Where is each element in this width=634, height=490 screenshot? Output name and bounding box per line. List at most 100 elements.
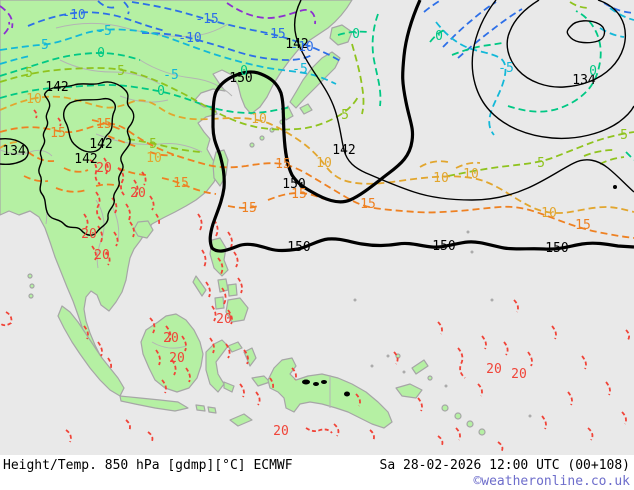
temperature-contour-label: 5 [149,137,157,152]
isotherm-0 [507,10,602,113]
island-java [119,395,189,412]
island-new-ireland [411,359,429,375]
temperature-contour-label: 0 [589,64,597,79]
isotherm-blue-seg [97,0,634,15]
isotherm-purple [226,2,317,25]
temperature-contour-label: 5 [537,156,545,171]
isotherm-5 [351,43,365,115]
temperature-contour-label: 5 [25,66,33,81]
isotherm-purple [0,5,14,35]
temperature-contour-label: 10 [433,171,449,186]
temperature-contour-label: 5 [117,64,125,79]
temperature-contour-label: -5 [33,38,49,53]
isotherm-green-seg [569,1,625,165]
island-borneo [140,313,204,393]
contour-134-west [0,137,29,166]
contour-138-ring [471,0,634,140]
temperature-contour-label: -10 [290,40,313,55]
height-contour-label: 134 [2,144,26,159]
temperature-contour-label: 15 [173,176,189,191]
temperature-contour-label: 15 [50,126,66,141]
temperature-contour-label: 10 [251,112,267,127]
island-visayas [214,278,238,310]
island-sumatra [57,305,125,397]
temperature-contour-label: 20 [486,362,502,377]
temperature-contour-label: 15 [575,218,591,233]
mountain-marks [302,185,617,397]
contour-low-inner-oval [566,20,606,44]
temperature-contour-label: 0 [157,84,165,99]
height-contour-label: 150 [282,177,305,192]
isotherm-0 [0,52,141,77]
island-halmahera [243,347,257,367]
isotherm-10 [0,95,634,214]
isotherm-0 [429,29,503,56]
height-contour-label: 142 [45,80,68,95]
island-honshu [289,51,341,109]
temperature-contour-label: -5 [163,68,179,83]
height-contour-label: 142 [285,37,308,52]
height-contour-label: 150 [432,239,455,254]
isotherm-20-cluster [0,109,631,453]
isotherm-5 [447,131,634,177]
temperature-contour-label: 10 [146,151,162,166]
temperature-contour-label: -15 [195,12,218,27]
isotherm-15 [0,122,634,239]
temperature-contour-label: 15 [275,157,291,172]
valid-time-label: Sa 28-02-2026 12:00 UTC (00+108) [379,458,630,473]
temperature-contour-label: -10 [178,31,201,46]
temperature-contour-label: 5 [341,108,349,123]
temperature-contour-label: -10 [62,8,85,23]
island-shikoku [299,103,313,115]
island-luzon [209,237,229,277]
temperature-contour-label: 20 [169,351,185,366]
isotherm-orange-seg [23,119,175,193]
temperature-contour-label: 15 [96,117,112,132]
isotherm-minus10 [27,11,167,32]
temperature-contour-label: 20 [273,424,289,439]
map-footer: Height/Temp. 850 hPa [gdmp][°C] ECMWF Sa… [0,455,634,490]
height-contour-label: 142 [74,152,97,167]
isotherm-5 [127,138,201,153]
isotherm-0 [337,13,382,107]
temperature-contour-label: 20 [163,331,179,346]
isotherm-minus5 [435,21,507,136]
island-new-britain [395,383,423,399]
isotherm-minus10 [141,32,313,61]
isotherm-cyan-seg [0,7,634,65]
height-contour-label: 150 [229,71,252,86]
temperature-contour-label: 10 [541,206,557,221]
temperature-contours [0,0,634,453]
temperature-contour-label: 20 [216,312,232,327]
temperature-contour-label: 0 [352,27,360,42]
temperature-contour-label: 20 [96,161,112,176]
temperature-contour-label: -15 [262,27,285,42]
temperature-contour-label: -5 [96,24,112,39]
island-palawan [192,275,207,297]
temperature-contour-label: 20 [81,227,97,242]
island-bali-lombok [195,404,217,414]
parameter-title: Height/Temp. 850 hPa [gdmp][°C] ECMWF [3,458,293,473]
temperature-contour-label: 20 [94,248,110,263]
temperature-contour-label: 15 [360,197,376,212]
island-sulawesi [205,339,243,393]
temperature-contour-label: 20 [130,186,146,201]
temperature-contour-label: -5 [292,62,308,77]
isotherm-minus5 [0,28,337,85]
height-contours [0,0,634,253]
height-contour-label: 134 [572,73,596,88]
isotherm-orange-seg [161,177,217,195]
temperature-contour-label: 0 [435,29,443,44]
height-contour-label: 142 [332,143,355,158]
isotherm-minus15 [131,1,343,63]
temperature-contour-label: 15 [241,201,257,216]
temperature-contour-label: 10 [316,156,332,171]
temperature-contour-label: 15 [291,187,307,202]
height-contour-label: 150 [287,240,310,255]
contour-134-ring [506,0,627,88]
contour-150-trough [208,0,634,253]
temperature-contour-label: 10 [26,92,42,107]
temperature-contour-label: 0 [240,64,248,79]
